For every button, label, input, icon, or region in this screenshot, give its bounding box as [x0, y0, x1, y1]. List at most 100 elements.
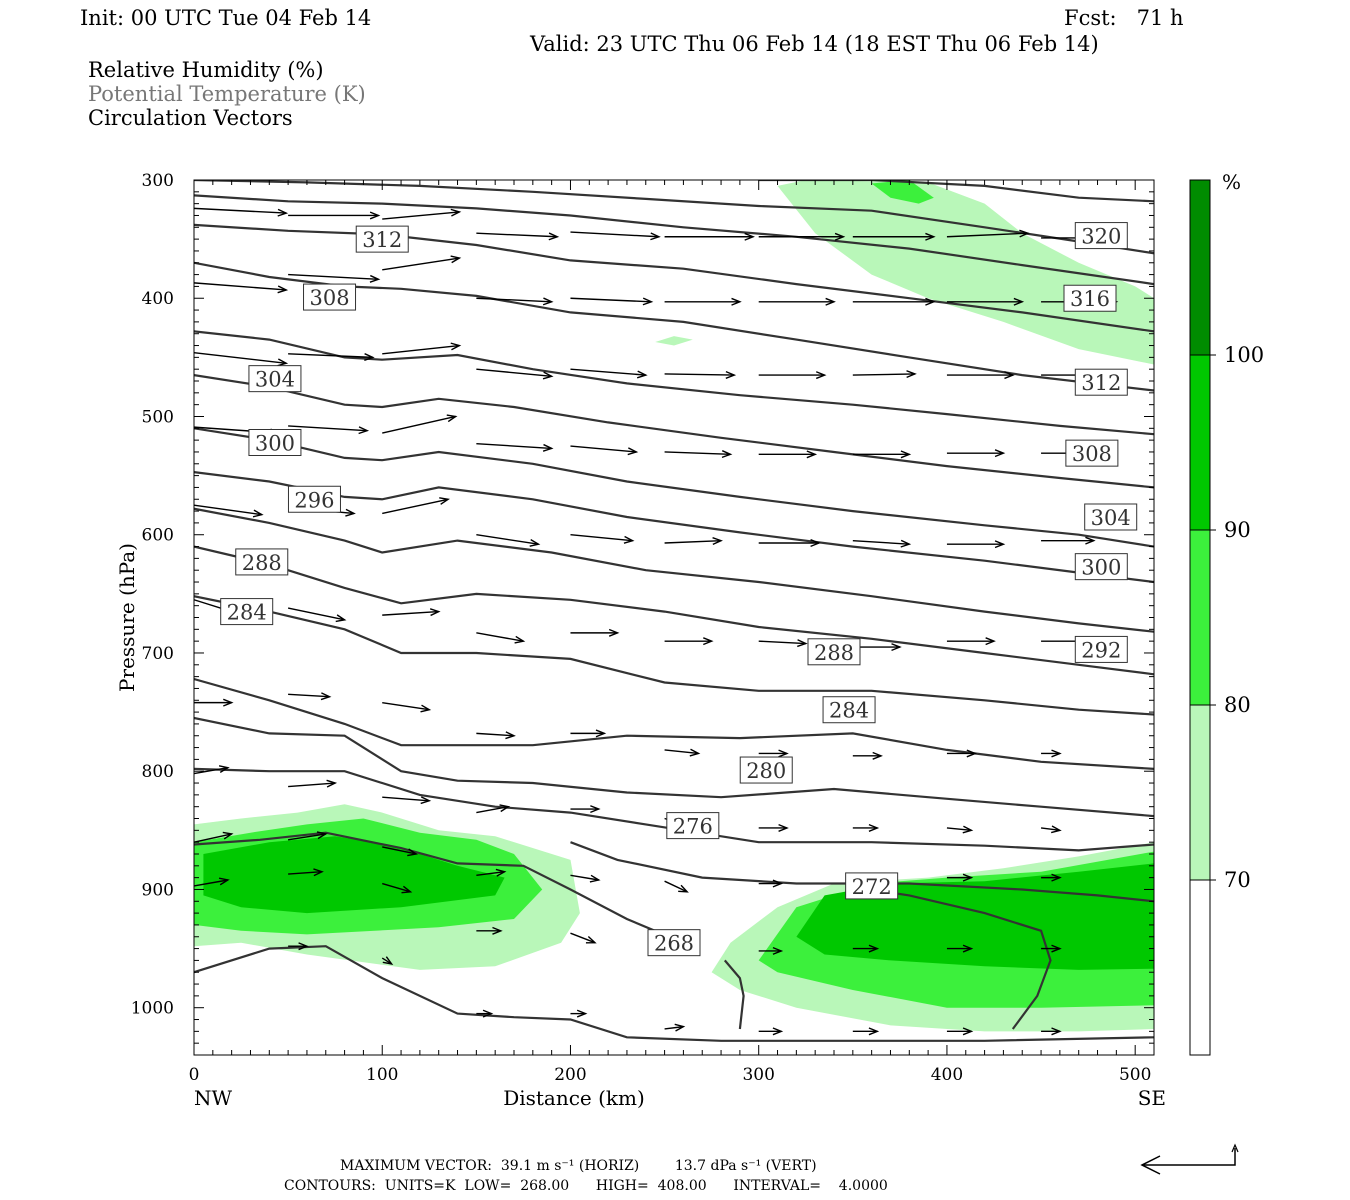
vector-head-12: [252, 509, 264, 518]
nw-label: NW: [194, 1086, 233, 1110]
circulation-vector-29: [382, 882, 411, 893]
circulation-vector-2: [382, 211, 460, 220]
colorbar-segment-3: [1190, 355, 1210, 530]
circulation-vector-27: [193, 879, 229, 887]
circulation-vector-74: [476, 732, 515, 737]
circulation-vector-81: [476, 806, 509, 814]
contour-label-12: 300: [1081, 556, 1121, 580]
vector-head-39: [542, 297, 554, 306]
contour-label-8: 316: [1070, 287, 1110, 311]
vector-head-91: [772, 879, 784, 888]
vector-head-75: [595, 729, 607, 738]
colorbar-frame: [1189, 179, 1211, 1056]
vector-head-19: [320, 692, 332, 701]
vector-head-18: [223, 698, 234, 707]
theta-contour-324: [194, 223, 1154, 333]
circulation-vector-4: [288, 273, 379, 281]
vector-head-8: [450, 342, 462, 351]
colorbar-label-90: 90: [1224, 518, 1251, 542]
rh-shade-8: [655, 336, 693, 346]
vector-head-32: [548, 232, 560, 241]
vector-head-41: [731, 297, 742, 306]
circulation-vector-53: [476, 442, 552, 450]
contour-label-18: 272: [852, 875, 892, 899]
vector-head-64: [900, 539, 912, 548]
vector-head-61: [623, 535, 635, 544]
colorbar-segment-1: [1190, 705, 1210, 880]
reference-vector-head-vert: [1231, 1143, 1239, 1153]
circulation-vector-64: [852, 539, 910, 545]
vector-head-20: [420, 704, 432, 713]
y-tick-label-400: 400: [142, 289, 174, 309]
circulation-vector-33: [570, 231, 659, 238]
vector-head-62: [712, 536, 723, 545]
vector-head-90: [678, 884, 689, 893]
contour-label-17: 276: [673, 815, 713, 839]
circulation-vector-50: [852, 373, 915, 376]
rh-shade-7: [871, 180, 934, 204]
legend-rh: Relative Humidity (%): [88, 58, 324, 82]
rh-shade-2: [203, 836, 505, 914]
vector-head-25: [316, 831, 328, 840]
circulation-vector-76: [664, 749, 699, 755]
max-vector-text: MAXIMUM VECTOR: 39.1 m s⁻¹ (HORIZ) 13.7 …: [340, 1158, 817, 1174]
contour-label-box-9: [1074, 368, 1128, 396]
circulation-vector-90: [664, 880, 688, 893]
contour-label-box-2: [248, 365, 302, 393]
circulation-vector-7: [288, 353, 373, 359]
contour-label-7: 320: [1081, 225, 1121, 249]
y-axis-label: Pressure (hPa): [115, 543, 139, 692]
vector-head-56: [806, 450, 818, 459]
x-tick-label-300: 300: [742, 1065, 774, 1085]
theta-contour-292: [194, 595, 1154, 716]
vector-head-53: [542, 443, 554, 452]
vector-head-43: [925, 297, 936, 306]
vector-head-82: [590, 805, 601, 814]
contours-info-text: CONTOURS: UNITS=K LOW= 268.00 HIGH= 408.…: [284, 1178, 888, 1194]
theta-contour-296: [194, 545, 1154, 676]
y-tick-label-700: 700: [142, 644, 174, 664]
vector-head-74: [505, 731, 516, 740]
contour-label-0: 312: [362, 228, 402, 252]
vector-head-4: [369, 274, 381, 283]
contour-label-16: 280: [746, 759, 786, 783]
circulation-vector-22: [288, 782, 336, 788]
vector-head-26: [407, 848, 418, 857]
contour-label-box-18: [845, 872, 899, 900]
forecast-hour-text: Fcst: 71 h: [1064, 6, 1184, 30]
theta-contour-280: [194, 767, 1154, 852]
vector-head-85: [868, 823, 880, 832]
vector-head-67: [514, 635, 526, 644]
vector-head-51: [1004, 371, 1015, 380]
colorbar-label-100: 100: [1224, 343, 1264, 367]
vector-head-7: [364, 353, 375, 362]
circulation-vector-19: [288, 693, 330, 698]
vector-head-68: [608, 628, 620, 637]
vector-head-30: [298, 942, 309, 951]
contour-label-19: 268: [654, 932, 694, 956]
vector-head-100: [962, 944, 974, 953]
vector-head-47: [636, 370, 648, 379]
x-tick-label-0: 0: [189, 1065, 200, 1085]
vector-head-11: [446, 414, 458, 423]
vector-head-79: [966, 749, 978, 758]
contour-label-13: 292: [1081, 638, 1121, 662]
contour-label-box-5: [235, 548, 289, 576]
vector-head-80: [1051, 749, 1062, 758]
contour-label-2: 304: [255, 368, 295, 392]
theta-contour-320: [194, 261, 1154, 392]
vector-head-88: [495, 868, 507, 877]
contour-label-10: 308: [1072, 442, 1112, 466]
circulation-vector-60: [476, 534, 539, 545]
legend-vectors: Circulation Vectors: [88, 106, 293, 130]
vector-head-33: [650, 232, 661, 241]
vector-head-98: [772, 946, 784, 955]
circulation-vector-6: [193, 351, 287, 364]
contour-label-11: 304: [1091, 506, 1131, 530]
y-tick-label-500: 500: [142, 407, 174, 427]
contour-label-5: 288: [242, 551, 282, 575]
vector-head-108: [1051, 1027, 1062, 1036]
x-tick-label-100: 100: [366, 1065, 398, 1085]
contour-label-box-11: [1084, 503, 1138, 531]
vector-head-50: [906, 370, 917, 379]
